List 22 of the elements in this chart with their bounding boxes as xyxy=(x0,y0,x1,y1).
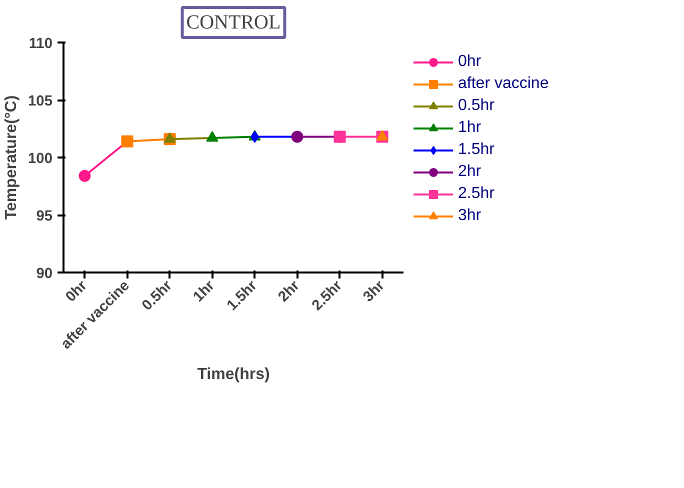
legend-label: 2hr xyxy=(458,163,482,181)
x-tick-label: 1hr xyxy=(190,278,218,306)
y-tick-label: 90 xyxy=(36,266,53,282)
point xyxy=(78,170,91,182)
legend-label: 0.5hr xyxy=(458,97,494,115)
y-tick-label: 95 xyxy=(36,208,53,224)
chart-title: CONTROL xyxy=(186,12,281,34)
x-tick-label: 2hr xyxy=(275,278,304,306)
y-tick-label: 100 xyxy=(28,151,53,167)
legend-label: 3hr xyxy=(458,207,482,225)
y-axis-title: Temperature(°C) xyxy=(3,95,20,220)
x-axis-title: Time(hrs) xyxy=(197,366,270,384)
x-tick-label: 0hr xyxy=(62,278,91,306)
legend-label: 1hr xyxy=(458,119,482,137)
legend-label: 1.5hr xyxy=(458,141,494,159)
legend-label: 2.5hr xyxy=(458,185,494,203)
x-tick-label: 3hr xyxy=(360,278,388,306)
legend-label: 0hr xyxy=(458,53,482,71)
y-tick-label: 105 xyxy=(28,94,53,110)
point xyxy=(376,130,388,140)
y-tick-label: 110 xyxy=(28,36,53,52)
legend-label: after vaccine xyxy=(458,75,549,93)
